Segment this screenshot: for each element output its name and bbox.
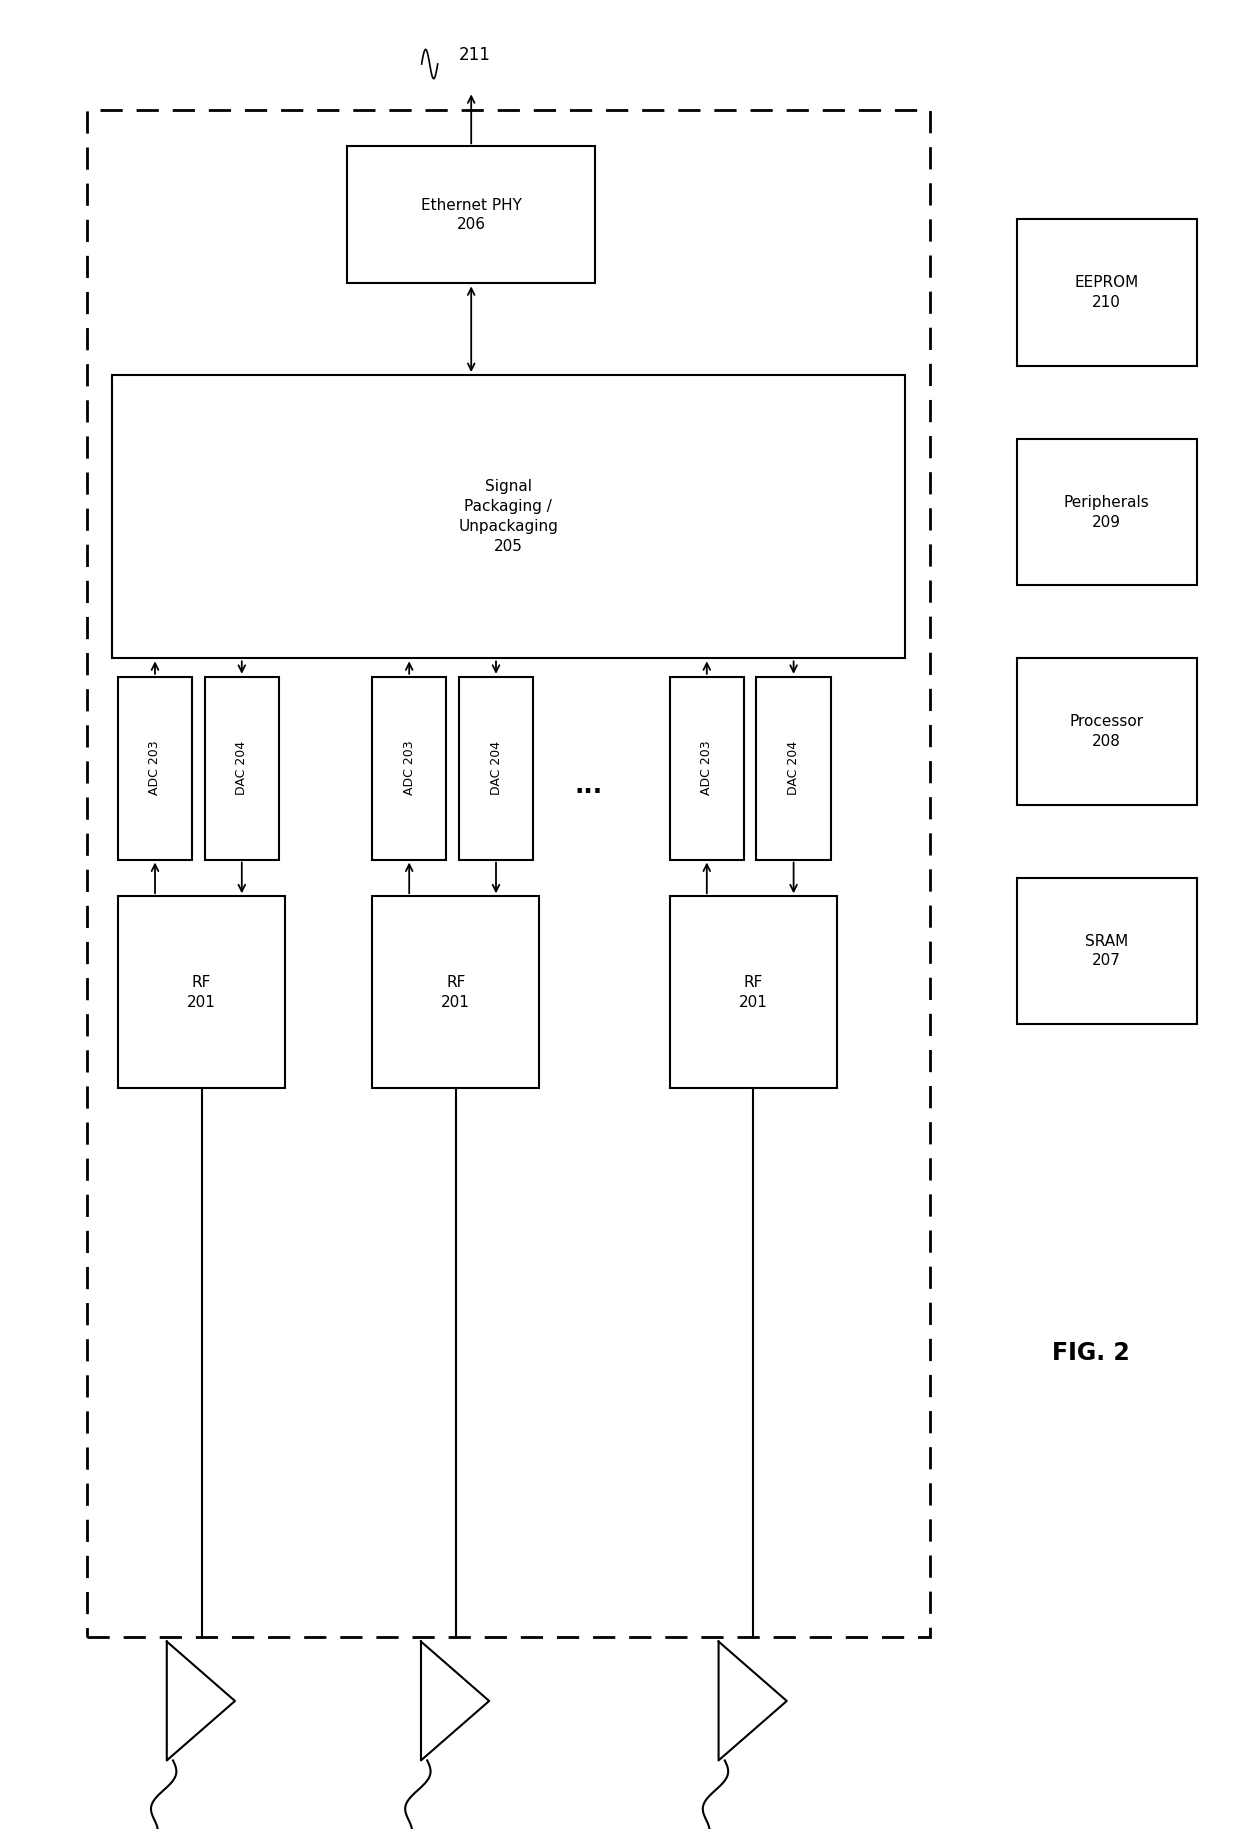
Text: RF
201: RF 201 [739,975,768,1010]
Bar [459,677,533,860]
Text: SRAM
207: SRAM 207 [1085,933,1128,969]
Text: 211: 211 [459,46,491,64]
Text: Signal
Packaging /
Unpackaging
205: Signal Packaging / Unpackaging 205 [459,479,558,554]
Text: Ethernet PHY
206: Ethernet PHY 206 [420,198,522,232]
Text: RF
201: RF 201 [187,975,216,1010]
Text: Peripherals
209: Peripherals 209 [1064,494,1149,530]
Text: DAC 204: DAC 204 [236,741,248,796]
Bar [347,146,595,283]
Bar [205,677,279,860]
Bar [372,677,446,860]
Bar [756,677,831,860]
Text: DAC 204: DAC 204 [787,741,800,796]
Text: DAC 204: DAC 204 [490,741,502,796]
Text: RF
201: RF 201 [441,975,470,1010]
Bar [118,677,192,860]
Bar [372,896,539,1088]
Bar [1017,219,1197,366]
Bar [670,896,837,1088]
Text: Processor
208: Processor 208 [1070,713,1143,750]
Bar [118,896,285,1088]
Bar [1017,439,1197,585]
Bar [670,677,744,860]
Bar [87,110,930,1637]
Text: ADC 203: ADC 203 [403,741,415,796]
Bar [112,375,905,658]
Bar [1017,658,1197,805]
Bar [1017,878,1197,1024]
Text: ADC 203: ADC 203 [701,741,713,796]
Text: FIG. 2: FIG. 2 [1053,1341,1130,1366]
Text: ...: ... [575,774,603,799]
Text: EEPROM
210: EEPROM 210 [1075,274,1138,311]
Text: ADC 203: ADC 203 [149,741,161,796]
